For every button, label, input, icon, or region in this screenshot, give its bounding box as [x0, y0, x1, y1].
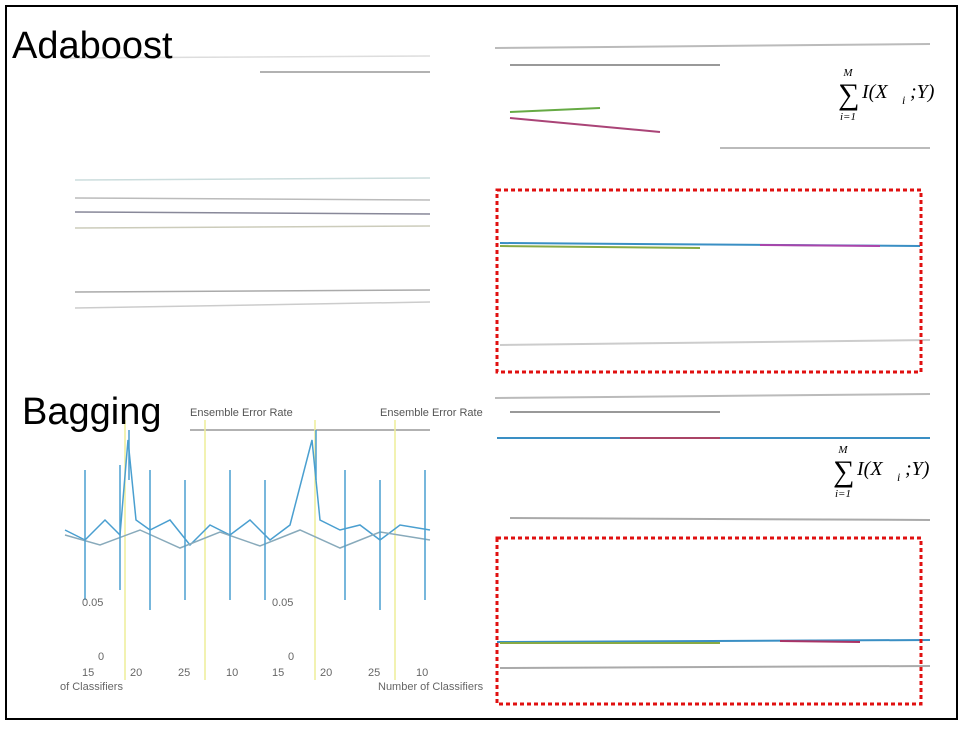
formula-lower: i=1: [835, 488, 851, 500]
x-tick-label: 10: [416, 667, 428, 679]
x-tick-label: 15: [272, 667, 284, 679]
panel-title: Ensemble Error Rate: [190, 407, 293, 419]
formula-sub: i: [897, 470, 900, 484]
slide: Adaboost Bagging ∑Mi=1I(Xi;Y)∑Mi=1I(Xi;Y…: [0, 0, 965, 729]
bagging-title: Bagging: [22, 391, 161, 433]
formula-tail: ;Y): [910, 81, 935, 103]
y-tick-label: 0.05: [272, 597, 293, 609]
x-axis-label: of Classifiers: [60, 681, 123, 693]
y-tick-label: 0: [288, 651, 294, 663]
sum-sign: ∑: [833, 455, 854, 488]
x-tick-label: 20: [320, 667, 332, 679]
formula-lower: i=1: [840, 111, 856, 123]
formula-upper: M: [842, 67, 853, 79]
frame: [6, 6, 957, 719]
x-axis-label: Number of Classifiers: [378, 681, 484, 693]
adaboost-title: Adaboost: [12, 25, 173, 67]
x-tick-label: 20: [130, 667, 142, 679]
formula-body: I(X: [856, 458, 883, 480]
formula-tail: ;Y): [905, 458, 930, 480]
x-tick-label: 25: [178, 667, 190, 679]
x-tick-label: 10: [226, 667, 238, 679]
y-tick-label: 0.05: [82, 597, 103, 609]
formula-body: I(X: [861, 81, 888, 103]
x-tick-label: 25: [368, 667, 380, 679]
panel-title: Ensemble Error Rate: [380, 407, 483, 419]
sum-sign: ∑: [838, 78, 859, 111]
x-tick-label: 15: [82, 667, 94, 679]
y-tick-label: 0: [98, 651, 104, 663]
formula-upper: M: [837, 444, 848, 456]
formula-sub: i: [902, 93, 905, 107]
